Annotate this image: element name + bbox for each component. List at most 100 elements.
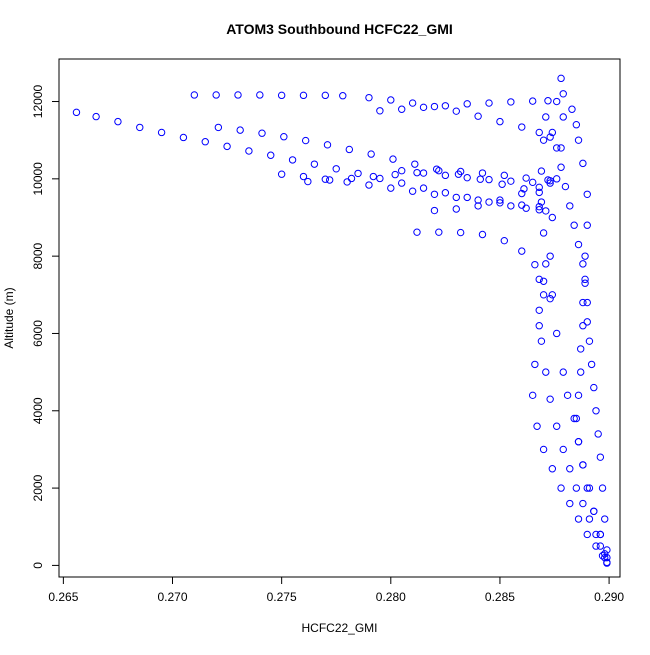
data-point: [463, 193, 471, 202]
data-point: [537, 167, 546, 175]
y-axis: 0 2000 4000 6000 8000 10000 12000: [31, 85, 60, 569]
data-point: [601, 550, 609, 558]
data-point: [583, 530, 591, 539]
data-point: [518, 123, 526, 131]
data-point: [288, 156, 297, 164]
data-point: [579, 159, 587, 168]
data-point: [299, 172, 308, 181]
data-point: [535, 183, 543, 192]
data-point: [572, 121, 581, 129]
data-point: [157, 128, 166, 137]
data-point: [552, 144, 561, 152]
data-point: [583, 484, 591, 492]
data-point: [528, 97, 537, 105]
data-point: [321, 91, 330, 100]
data-point: [581, 252, 589, 260]
data-point: [559, 90, 567, 98]
x-tick-label: 0.265: [48, 590, 78, 604]
y-tick-label: 10000: [31, 162, 45, 196]
data-point: [566, 465, 574, 473]
data-point: [535, 202, 543, 211]
x-tick-label: 0.285: [485, 590, 515, 604]
data-point: [376, 107, 384, 115]
data-point: [376, 174, 384, 183]
data-point: [568, 105, 576, 113]
data-point: [441, 189, 450, 197]
data-point: [574, 515, 583, 523]
data-point: [456, 228, 465, 237]
data-point: [535, 322, 543, 330]
data-point: [585, 337, 594, 345]
data-point: [539, 277, 548, 285]
x-tick-label: 0.290: [594, 590, 624, 604]
data-point: [542, 207, 550, 215]
data-points: [72, 74, 611, 567]
data-point: [520, 185, 528, 193]
data-point: [419, 184, 428, 192]
data-point: [539, 136, 548, 144]
data-point: [432, 165, 441, 173]
data-point: [533, 422, 541, 430]
data-point: [544, 97, 552, 105]
data-point: [570, 221, 578, 229]
data-point: [539, 229, 548, 237]
data-point: [304, 177, 312, 186]
data-point: [456, 167, 465, 176]
data-point: [528, 178, 537, 187]
data-point: [548, 213, 557, 222]
data-point: [552, 175, 561, 183]
y-tick-label: 0: [31, 562, 45, 569]
data-point: [537, 198, 546, 206]
data-point: [389, 155, 397, 163]
data-point: [452, 107, 460, 115]
data-point: [579, 499, 587, 508]
data-point: [280, 133, 288, 141]
y-tick-label: 6000: [31, 320, 45, 347]
data-point: [572, 414, 581, 423]
data-point: [234, 91, 242, 99]
data-point: [539, 445, 548, 454]
data-point: [572, 484, 581, 492]
data-point: [583, 318, 591, 326]
data-point: [179, 133, 188, 142]
data-point: [398, 167, 406, 175]
data-point: [518, 189, 526, 198]
data-point: [413, 228, 421, 236]
data-point: [413, 168, 421, 177]
data-point: [535, 128, 543, 137]
data-point: [201, 138, 209, 146]
data-point: [535, 306, 543, 314]
y-axis-label: Altitude (m): [2, 287, 16, 348]
data-point: [546, 179, 554, 187]
data-point: [574, 136, 583, 144]
data-point: [548, 128, 557, 137]
data-point: [566, 499, 574, 508]
data-point: [339, 92, 347, 100]
data-point: [598, 484, 607, 492]
data-point: [277, 170, 286, 178]
data-point: [236, 126, 244, 134]
data-point: [301, 136, 310, 145]
data-point: [548, 465, 557, 473]
data-point: [310, 160, 319, 168]
data-point: [435, 167, 443, 175]
data-point: [581, 279, 589, 287]
x-axis-label: HCFC22_GMI: [301, 621, 377, 635]
data-point: [223, 142, 231, 151]
y-tick-label: 8000: [31, 242, 45, 269]
data-point: [531, 360, 539, 369]
data-point: [277, 91, 286, 100]
data-point: [590, 383, 598, 392]
data-point: [496, 117, 504, 126]
data-point: [245, 147, 253, 155]
data-point: [419, 103, 428, 112]
data-point: [474, 112, 482, 120]
data-point: [507, 202, 515, 210]
data-point: [214, 123, 223, 132]
data-point: [577, 368, 585, 376]
data-point: [345, 145, 354, 154]
data-point: [452, 193, 460, 202]
x-tick-label: 0.270: [157, 590, 187, 604]
data-point: [267, 151, 275, 159]
